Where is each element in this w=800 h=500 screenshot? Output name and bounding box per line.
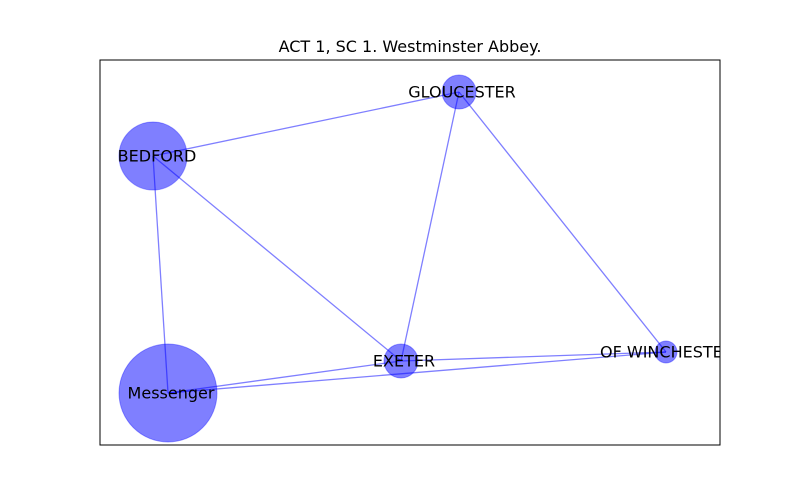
edge-bedford-gloucester xyxy=(152,91,460,157)
node-label-exeter: EXETER xyxy=(373,352,435,371)
node-label-messenger: Messenger xyxy=(128,384,215,403)
node-bedford xyxy=(118,121,188,191)
node-label-bedford: BEDFORD xyxy=(118,147,197,166)
nodes-layer xyxy=(118,74,678,443)
edge-gloucester-exeter xyxy=(400,91,460,362)
diagram-title: ACT 1, SC 1. Westminster Abbey. xyxy=(279,37,542,56)
node-label-winchester: OF WINCHESTER xyxy=(600,343,734,362)
edge-exeter-winchester xyxy=(400,351,667,362)
node-label-gloucester: GLOUCESTER xyxy=(408,83,515,102)
node-gloucester xyxy=(441,74,477,110)
node-winchester xyxy=(654,340,678,364)
edge-bedford-exeter xyxy=(152,155,402,362)
plot-frame xyxy=(99,59,721,446)
node-exeter xyxy=(383,343,419,379)
node-messenger xyxy=(118,343,218,443)
labels-layer: GLOUCESTER BEDFORD EXETER OF WINCHESTER Mess… xyxy=(118,83,734,403)
edge-gloucester-winchester xyxy=(458,91,667,353)
edge-messenger-winchester xyxy=(167,351,667,394)
